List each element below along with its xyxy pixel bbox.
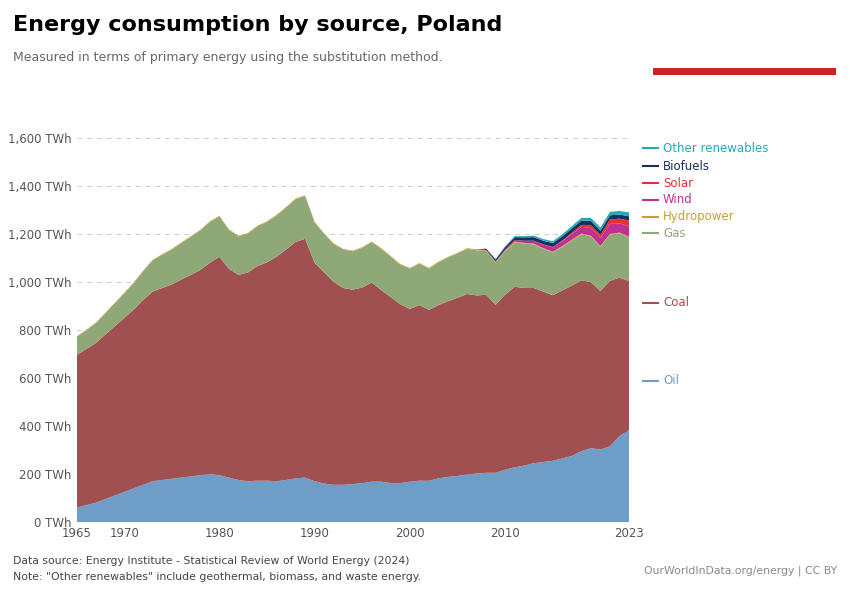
Text: Solar: Solar: [663, 176, 693, 190]
Text: Other renewables: Other renewables: [663, 142, 768, 155]
Text: Coal: Coal: [663, 296, 689, 310]
Text: Oil: Oil: [663, 374, 679, 388]
Text: Our World: Our World: [706, 25, 782, 38]
Bar: [653, 68, 836, 75]
Text: OurWorldInData.org/energy | CC BY: OurWorldInData.org/energy | CC BY: [644, 565, 837, 576]
Text: Biofuels: Biofuels: [663, 160, 710, 173]
Text: Data source: Energy Institute - Statistical Review of World Energy (2024): Data source: Energy Institute - Statisti…: [13, 556, 409, 566]
Text: in Data: in Data: [717, 49, 771, 62]
Text: Hydropower: Hydropower: [663, 210, 734, 223]
Text: Gas: Gas: [663, 227, 685, 240]
Text: Measured in terms of primary energy using the substitution method.: Measured in terms of primary energy usin…: [13, 51, 442, 64]
Text: Energy consumption by source, Poland: Energy consumption by source, Poland: [13, 15, 502, 35]
Text: Note: "Other renewables" include geothermal, biomass, and waste energy.: Note: "Other renewables" include geother…: [13, 572, 421, 582]
Text: Wind: Wind: [663, 193, 693, 206]
